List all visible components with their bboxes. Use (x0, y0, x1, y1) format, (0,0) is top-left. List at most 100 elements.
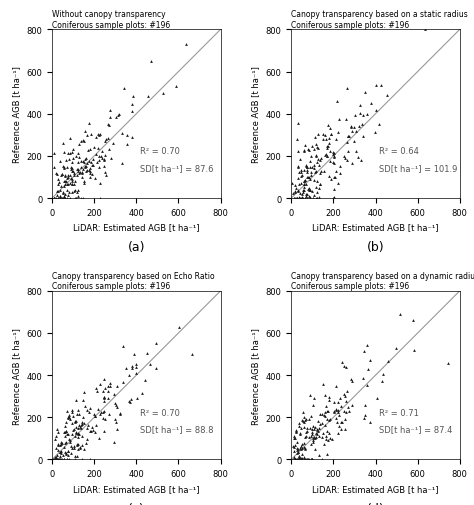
Point (60, 164, 68, 172)
Point (53, 191, 60, 199)
Point (301, 444, 309, 452)
Point (301, 177, 309, 185)
Point (61, 149, 68, 157)
Point (297, 179, 304, 187)
Point (316, 181, 323, 189)
Point (348, 401, 356, 409)
Point (299, 194, 306, 203)
Point (324, 408, 331, 416)
Point (69, 409, 76, 417)
Point (90, 411, 98, 419)
Point (74, 168, 82, 176)
Point (356, 110, 364, 118)
Point (57, 448, 64, 457)
Point (291, 194, 298, 203)
Point (63, 427, 70, 435)
Point (90, 144, 98, 152)
Point (307, 186, 314, 194)
Point (94, 131, 101, 139)
Point (330, 408, 337, 416)
Point (422, 26, 429, 34)
Point (299, 417, 307, 425)
Point (73, 424, 80, 432)
Point (126, 397, 133, 406)
Point (94, 144, 102, 153)
Point (319, 429, 326, 437)
Point (323, 153, 330, 161)
Point (110, 438, 118, 446)
Point (342, 409, 350, 417)
Point (308, 187, 316, 195)
Point (312, 429, 320, 437)
Point (80, 138, 88, 146)
Point (71, 194, 79, 203)
Point (71, 187, 78, 195)
Point (72, 417, 79, 425)
Point (307, 169, 315, 177)
Point (363, 381, 371, 389)
Point (306, 456, 313, 464)
Point (100, 375, 108, 383)
Point (94, 406, 102, 414)
Point (300, 167, 308, 175)
Point (385, 357, 392, 365)
Point (305, 184, 313, 192)
Point (52, 194, 59, 203)
Point (67, 163, 74, 171)
Point (310, 191, 318, 199)
Point (342, 397, 350, 406)
Point (298, 172, 305, 180)
Point (313, 152, 320, 160)
Point (310, 434, 318, 442)
Point (127, 398, 134, 406)
Point (109, 139, 117, 147)
Point (113, 425, 121, 433)
Point (295, 452, 303, 460)
Point (296, 430, 304, 438)
Point (301, 445, 309, 453)
Point (95, 164, 103, 172)
Point (292, 194, 300, 203)
Point (58, 456, 65, 464)
Point (322, 151, 329, 159)
X-axis label: LiDAR: Estimated AGB [t ha⁻¹]: LiDAR: Estimated AGB [t ha⁻¹] (312, 484, 439, 493)
Point (105, 120, 112, 128)
Point (73, 410, 81, 418)
Point (81, 156, 89, 164)
Point (75, 421, 82, 429)
Point (373, 394, 381, 402)
Point (319, 135, 326, 143)
Point (303, 168, 310, 176)
Point (56, 456, 64, 464)
Point (101, 385, 109, 393)
Point (334, 398, 342, 407)
Point (106, 379, 113, 387)
Point (86, 427, 93, 435)
Point (290, 189, 297, 197)
Point (301, 194, 309, 203)
Point (138, 389, 146, 397)
Point (302, 162, 310, 170)
Point (313, 188, 321, 196)
Point (93, 387, 100, 395)
Point (128, 101, 136, 109)
Point (296, 156, 303, 164)
Point (292, 456, 300, 464)
Point (294, 456, 301, 464)
Point (107, 383, 114, 391)
Point (295, 454, 302, 462)
Point (66, 149, 74, 157)
Point (83, 160, 91, 168)
Point (100, 393, 108, 401)
Point (344, 148, 352, 156)
Point (322, 432, 329, 440)
Point (332, 405, 340, 413)
Point (61, 423, 68, 431)
Point (367, 356, 374, 364)
Point (290, 456, 298, 464)
Point (53, 456, 60, 464)
Point (145, 92, 152, 100)
Point (324, 408, 332, 416)
Point (315, 131, 322, 139)
Point (112, 400, 119, 409)
